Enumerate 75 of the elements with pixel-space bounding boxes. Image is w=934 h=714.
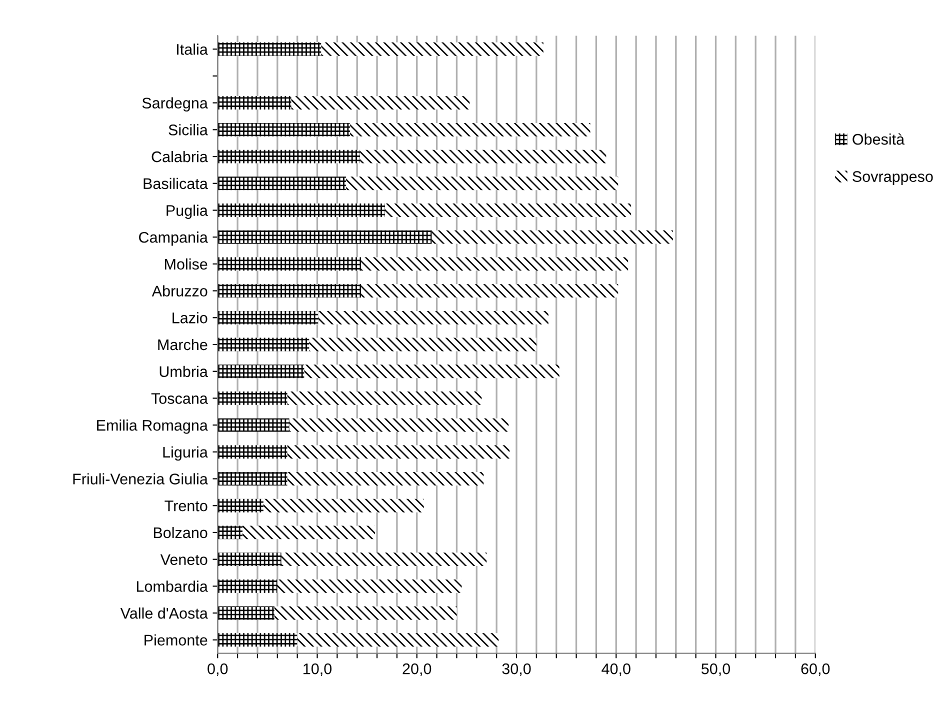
bar	[218, 606, 274, 620]
bar	[218, 122, 350, 136]
x-tick-label: 20,0	[402, 663, 432, 676]
x-tick-label: 10,0	[304, 663, 332, 676]
bar	[321, 42, 544, 56]
y-tick-label: Piemonte	[144, 634, 208, 646]
bar	[218, 526, 243, 540]
bar	[318, 310, 548, 324]
y-tick-label: Puglia	[166, 204, 208, 219]
y-tick-label: Lazio	[172, 312, 208, 324]
y-tick-label: Valle d'Aosta	[120, 607, 208, 619]
bar	[218, 364, 304, 378]
bar	[281, 552, 487, 566]
bar	[218, 176, 346, 190]
bar	[346, 176, 618, 190]
bar	[218, 391, 288, 405]
y-tick-label: Trento	[164, 500, 208, 512]
bar	[309, 338, 536, 352]
bar	[304, 364, 560, 378]
y-tick-label: Molise	[165, 258, 208, 270]
bar	[289, 418, 509, 432]
y-tick-label: Veneto	[160, 554, 208, 566]
y-tick-label: Abruzzo	[152, 285, 208, 296]
bar	[218, 579, 278, 593]
y-tick-label: Toscana	[151, 393, 208, 404]
x-tick-label: 60,0	[801, 663, 830, 676]
x-tick-label: 0,0	[208, 663, 228, 676]
y-tick-label: Friuli-Venezia Giulia	[73, 473, 208, 484]
bar	[287, 445, 510, 459]
bar	[218, 338, 310, 352]
x-tick-label: 40,0	[602, 663, 630, 676]
bar	[218, 445, 288, 459]
bar	[218, 284, 362, 298]
bar	[297, 633, 499, 647]
bar	[218, 204, 385, 217]
bar	[287, 391, 482, 405]
y-tick-label: Emilia Romagna	[97, 420, 208, 434]
bar	[263, 498, 424, 512]
y-tick-label: Marche	[158, 338, 208, 350]
y-tick-label: Italia	[177, 44, 208, 55]
bar	[218, 42, 322, 56]
x-tick-label: 30,0	[502, 663, 531, 676]
bar	[218, 552, 282, 566]
bar	[432, 230, 673, 244]
bar	[218, 310, 318, 324]
y-tick-label: Campania	[139, 232, 208, 246]
bar	[218, 633, 298, 647]
bar	[242, 526, 376, 540]
y-tick-label: Liguria	[163, 446, 208, 461]
bar	[218, 96, 292, 110]
bar	[218, 418, 290, 432]
y-tick-label: Basilicata	[144, 178, 208, 190]
bar	[361, 257, 628, 271]
y-tick-label: Calabria	[152, 151, 208, 162]
bar	[218, 257, 362, 271]
bar	[384, 204, 632, 217]
bar	[218, 498, 264, 512]
bar	[287, 472, 484, 486]
bar	[361, 284, 618, 298]
bar	[277, 579, 462, 593]
legend-label: Sovrappeso	[852, 171, 933, 186]
bar	[218, 472, 288, 486]
x-tick-label: 50,0	[702, 663, 730, 676]
y-tick-label: Umbria	[160, 366, 208, 378]
y-tick-label: Sicilia	[168, 124, 208, 136]
bar	[360, 150, 606, 164]
bar	[291, 96, 470, 110]
bar	[218, 150, 360, 164]
y-tick-label: Lombardia	[136, 580, 208, 592]
bar	[350, 122, 590, 136]
y-tick-label: Sardegna	[142, 97, 208, 112]
legend-label: Obesità	[852, 133, 905, 145]
bar	[274, 606, 457, 620]
bar	[218, 230, 432, 244]
y-tick-label: Bolzano	[154, 526, 208, 538]
